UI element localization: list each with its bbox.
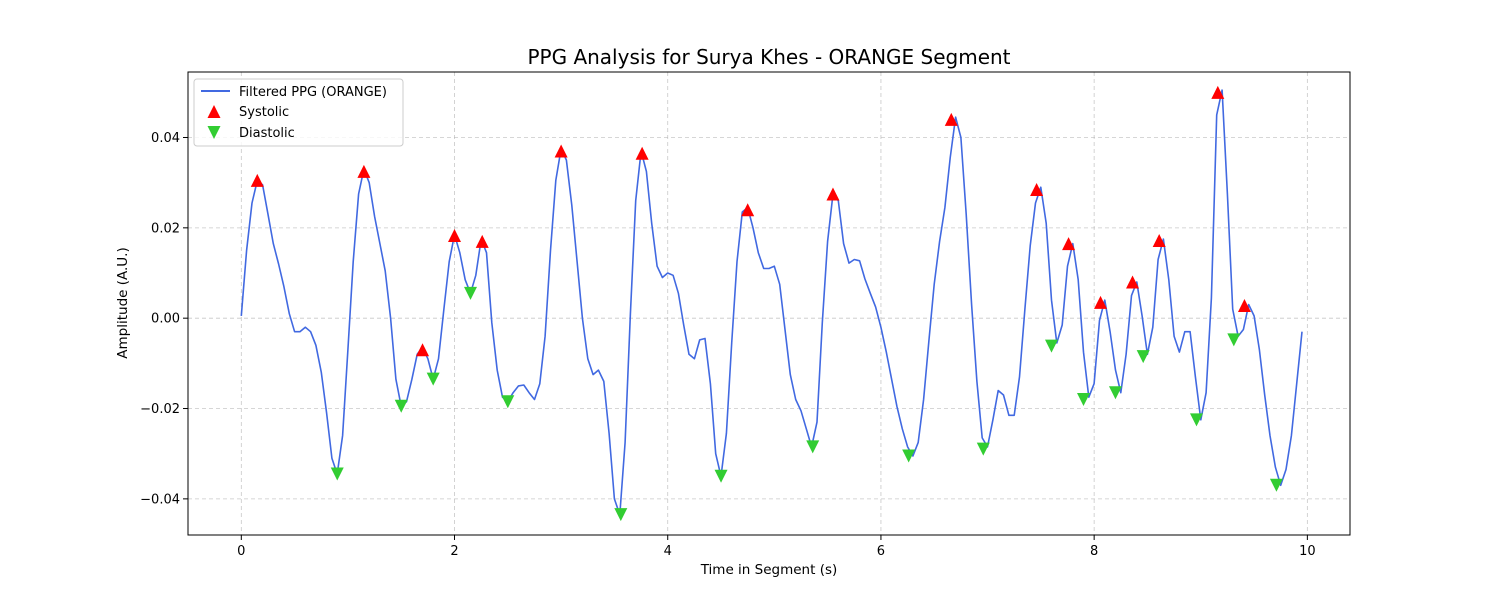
systolic-marker	[1094, 295, 1108, 309]
systolic-marker	[1030, 182, 1044, 196]
y-tick-label: −0.04	[140, 492, 180, 507]
diastolic-marker	[1076, 392, 1090, 406]
systolic-marker	[1152, 233, 1166, 247]
diastolic-marker	[1269, 478, 1283, 492]
systolic-marker	[1211, 85, 1225, 99]
diastolic-marker	[330, 467, 344, 481]
diastolic-marker	[426, 372, 440, 386]
x-tick-label: 0	[237, 544, 245, 559]
diastolic-marker	[614, 508, 628, 522]
x-tick-label: 8	[1090, 544, 1098, 559]
legend-triangle-down-swatch	[207, 126, 221, 139]
diastolic-marker	[464, 286, 478, 300]
systolic-marker	[357, 164, 371, 178]
systolic-marker	[250, 173, 264, 187]
systolic-marker	[554, 144, 568, 158]
systolic-marker	[944, 112, 958, 126]
systolic-marker	[448, 229, 462, 243]
chart-title: PPG Analysis for Surya Khes - ORANGE Seg…	[527, 45, 1010, 69]
systolic-marker	[635, 146, 649, 160]
x-tick-label: 10	[1299, 544, 1316, 559]
y-axis-ticks: −0.04 −0.02 0.00 0.02 0.04	[140, 131, 188, 507]
diastolic-marker	[1136, 350, 1150, 364]
diastolic-marker	[501, 395, 515, 409]
x-axis-label: Time in Segment (s)	[700, 562, 838, 578]
y-tick-label: 0.04	[151, 131, 180, 146]
systolic-marker	[475, 234, 489, 248]
systolic-marker	[416, 343, 430, 357]
legend-box	[193, 78, 404, 147]
y-tick-label: −0.02	[140, 402, 180, 417]
systolic-marker	[741, 203, 755, 217]
y-axis-label: Amplitude (A.U.)	[115, 247, 131, 358]
legend-label-systolic: Systolic	[239, 105, 289, 120]
x-tick-label: 6	[877, 544, 885, 559]
legend-triangle-up-swatch	[207, 105, 221, 118]
legend-label-ppg: Filtered PPG (ORANGE)	[239, 85, 387, 100]
y-tick-label: 0.00	[151, 312, 180, 327]
legend: Filtered PPG (ORANGE) Systolic Diastolic	[193, 78, 404, 147]
diastolic-marker	[806, 440, 820, 454]
diastolic-marker	[976, 442, 990, 456]
diastolic-marker	[1189, 413, 1203, 427]
diastolic-marker	[1227, 333, 1241, 347]
systolic-marker	[1062, 237, 1076, 251]
systolic-marker	[1237, 299, 1251, 313]
x-axis-ticks: 0 2 4 6 8 10	[237, 535, 1316, 559]
diastolic-marker	[1108, 386, 1122, 400]
diastolic-marker	[1045, 339, 1059, 353]
systolic-marker	[1126, 275, 1140, 289]
diastolic-marker	[394, 399, 408, 413]
grid-lines	[188, 72, 1350, 535]
y-tick-label: 0.02	[151, 221, 180, 236]
systolic-marker	[826, 187, 840, 201]
plot-frame	[187, 71, 1351, 536]
diastolic-marker	[902, 449, 916, 463]
x-tick-label: 2	[450, 544, 458, 559]
legend-label-diastolic: Diastolic	[239, 126, 295, 141]
plot-data	[240, 85, 1303, 522]
x-tick-label: 4	[664, 544, 672, 559]
diastolic-marker	[714, 469, 728, 483]
